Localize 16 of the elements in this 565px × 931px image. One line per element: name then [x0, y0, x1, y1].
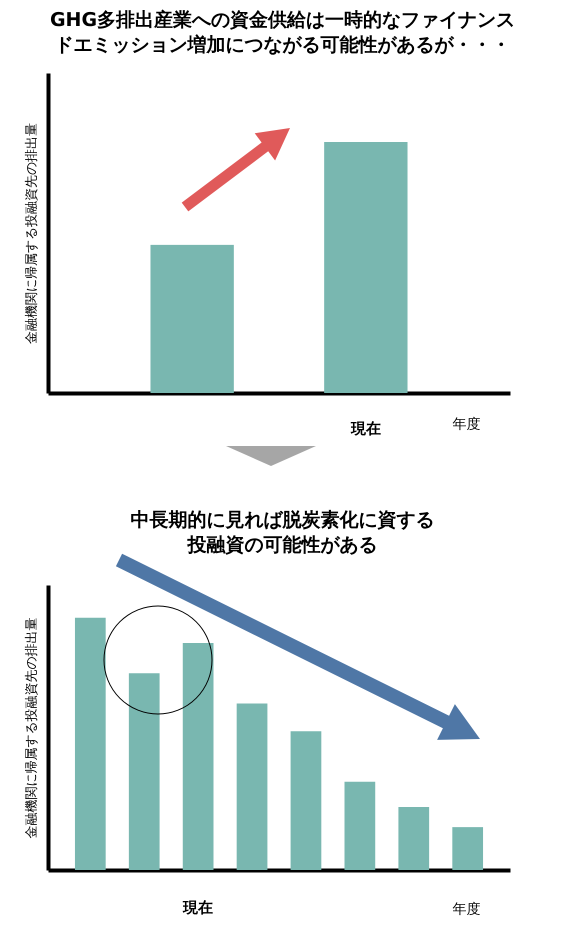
- chart-title: 中長期的に見れば脱炭素化に資する投融資の可能性がある: [130, 508, 436, 558]
- bar: [452, 827, 484, 870]
- y-axis-title: 金融機関に帰属する投融資先の排出量: [24, 618, 40, 838]
- bar: [182, 643, 214, 870]
- x-tick-label: 現在: [182, 898, 214, 916]
- bar: [74, 618, 106, 870]
- x-axis-title: 年度: [452, 902, 480, 918]
- x-axis-title: 年度: [452, 416, 480, 432]
- bar: [398, 806, 430, 870]
- bar: [290, 731, 322, 870]
- bar: [344, 782, 376, 870]
- chart-title: GHG多排出産業への資金供給は一時的なファイナンスドエミッション増加につながる可能性があるが・・・: [48, 8, 516, 58]
- bar: [128, 673, 160, 870]
- x-tick-label: 現在: [350, 420, 381, 438]
- y-axis-title: 金融機関に帰属する投融資先の排出量: [24, 123, 40, 344]
- bar: [236, 704, 268, 870]
